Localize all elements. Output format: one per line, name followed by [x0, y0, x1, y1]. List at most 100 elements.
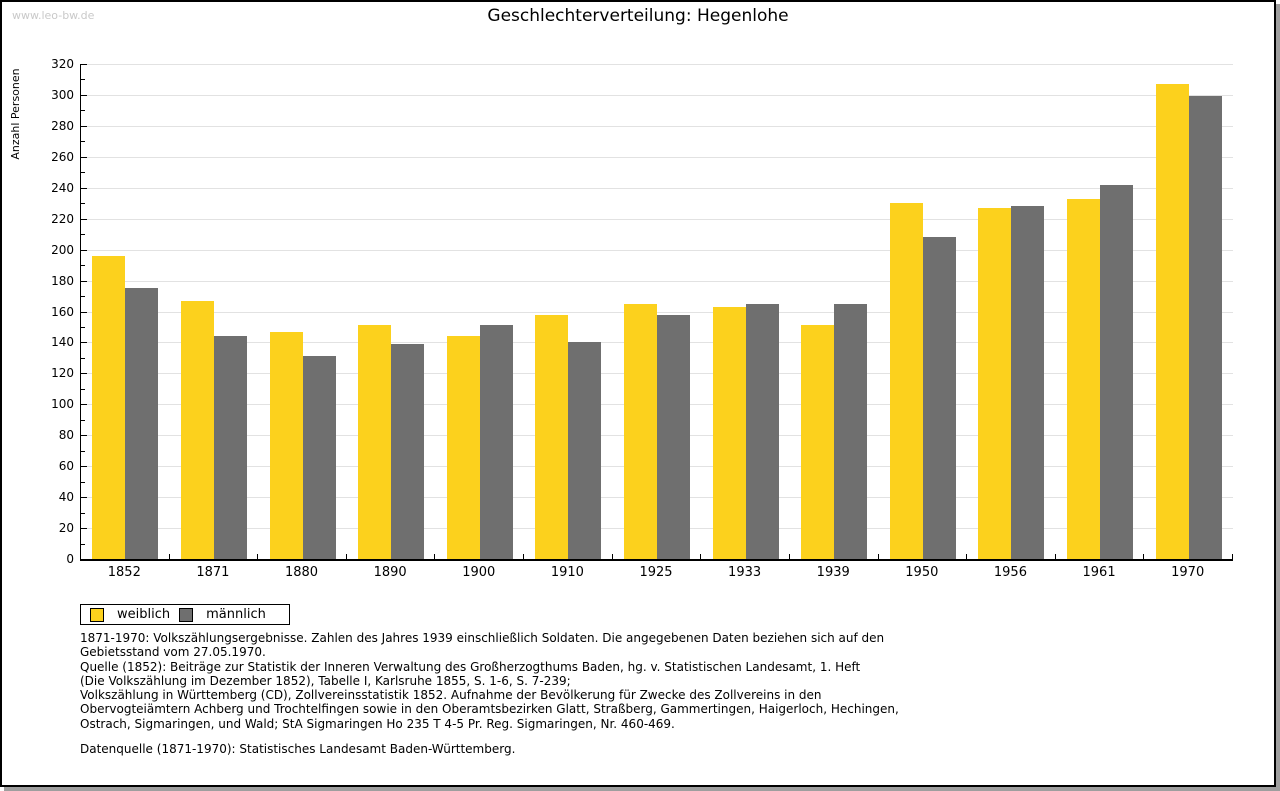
y-axis-label-320: 320 [51, 57, 74, 71]
bar-männlich-1933 [745, 303, 779, 559]
bar-weiblich-1970 [1155, 84, 1189, 559]
y-tick-100 [81, 404, 87, 406]
y-axis-label-0: 0 [66, 552, 74, 566]
y-tick-80 [81, 435, 87, 437]
y-tick-180 [81, 280, 87, 282]
bar-männlich-1910 [568, 342, 602, 559]
bar-männlich-1950 [922, 237, 956, 559]
y-axis-label-160: 160 [51, 304, 74, 319]
x-axis-label-1852: 1852 [107, 565, 141, 580]
y-axis-label-40: 40 [58, 490, 74, 505]
gridline-320 [81, 64, 1233, 65]
x-tick-8 [788, 554, 790, 559]
y-axis-label-200: 200 [51, 242, 74, 257]
bar-männlich-1956 [1011, 206, 1045, 559]
plot-area [80, 64, 1233, 561]
x-axis-label-1961: 1961 [1082, 565, 1116, 580]
y-axis-label-300: 300 [51, 87, 74, 102]
footnote-line-7: Ostrach, Sigmaringen, und Wald; StA Sigm… [80, 716, 675, 731]
footnote-line-3: Quelle (1852): Beiträge zur Statistik de… [80, 659, 861, 674]
bar-männlich-1871 [213, 336, 247, 559]
y-tick-140 [81, 342, 87, 344]
y-axis-label-140: 140 [51, 335, 74, 350]
x-axis-label-1890: 1890 [373, 565, 407, 580]
y-tick-70 [81, 450, 85, 452]
bar-weiblich-1925 [624, 303, 657, 559]
x-tick-5 [523, 554, 525, 559]
y-tick-40 [81, 497, 87, 499]
watermark: www.leo-bw.de [12, 9, 95, 22]
x-tick-9 [877, 554, 879, 559]
y-tick-190 [81, 265, 85, 267]
y-tick-270 [81, 141, 85, 143]
y-axis-label-220: 220 [51, 211, 74, 226]
y-tick-280 [81, 125, 87, 127]
x-axis-label-1970: 1970 [1171, 565, 1205, 580]
x-axis-label-1925: 1925 [639, 565, 673, 580]
data-source-line: Datenquelle (1871-1970): Statistisches L… [80, 742, 516, 756]
bar-männlich-1970 [1188, 96, 1222, 559]
bar-weiblich-1852 [92, 255, 126, 559]
x-axis-label-1956: 1956 [993, 565, 1027, 580]
y-axis-label-120: 120 [51, 366, 74, 381]
bar-weiblich-1961 [1067, 198, 1101, 559]
y-tick-200 [81, 249, 87, 251]
legend-swatch-männlich [179, 607, 194, 622]
chart-title: Geschlechterverteilung: Hegenlohe [487, 6, 789, 26]
bar-weiblich-1900 [446, 336, 480, 559]
bar-männlich-1961 [1100, 184, 1134, 559]
x-axis-label-1871: 1871 [196, 565, 230, 580]
x-axis-label-1900: 1900 [462, 565, 496, 580]
bar-weiblich-1933 [712, 306, 746, 559]
y-tick-50 [81, 481, 85, 483]
x-axis-label-1880: 1880 [284, 565, 319, 580]
gridline-280 [81, 125, 1233, 127]
bar-weiblich-1890 [358, 325, 392, 559]
legend-label-männlich: männlich [206, 607, 266, 622]
bar-männlich-1890 [391, 343, 425, 559]
legend: weiblich männlich [80, 604, 290, 625]
legend-swatch-weiblich [90, 607, 104, 622]
bar-männlich-1939 [834, 303, 868, 559]
y-tick-230 [81, 203, 85, 205]
bar-männlich-1900 [479, 325, 513, 559]
y-tick-150 [81, 326, 85, 328]
y-tick-20 [81, 528, 87, 530]
y-tick-300 [81, 94, 87, 96]
y-tick-220 [81, 218, 87, 220]
gridline-160 [81, 311, 1233, 313]
x-axis-label-1939: 1939 [816, 565, 850, 580]
footnote-line-2: Gebietsstand vom 27.05.1970. [80, 645, 266, 660]
x-tick-13 [1232, 554, 1233, 559]
y-tick-120 [81, 373, 87, 375]
y-axis-label-240: 240 [51, 180, 74, 195]
gridline-220 [81, 218, 1233, 220]
bar-männlich-1880 [302, 356, 336, 559]
y-tick-250 [81, 172, 85, 174]
bar-weiblich-1950 [889, 203, 923, 559]
y-axis-label-20: 20 [58, 521, 74, 536]
x-tick-10 [966, 554, 968, 559]
y-tick-210 [81, 234, 85, 236]
y-tick-110 [81, 388, 85, 390]
footnote-line-1: 1871-1970: Volkszählungsergebnisse. Zahl… [80, 631, 885, 645]
x-tick-7 [700, 554, 702, 559]
gridline-180 [81, 280, 1233, 282]
bar-weiblich-1910 [535, 314, 569, 559]
x-tick-3 [345, 554, 347, 559]
y-tick-170 [81, 296, 85, 298]
footnote-block: 1871-1970: Volkszählungsergebnisse. Zahl… [80, 631, 1230, 731]
y-tick-60 [81, 466, 87, 468]
bar-weiblich-1871 [180, 300, 214, 559]
x-tick-12 [1143, 554, 1145, 559]
bar-weiblich-1939 [801, 325, 835, 559]
y-axis-label-80: 80 [58, 428, 74, 443]
gridline-240 [81, 187, 1233, 189]
bar-weiblich-1880 [269, 331, 303, 559]
y-tick-240 [81, 187, 87, 189]
x-tick-4 [434, 554, 436, 559]
x-axis-label-1910: 1910 [550, 565, 584, 580]
legend-label-weiblich: weiblich [117, 607, 171, 622]
y-tick-90 [81, 419, 85, 421]
x-tick-2 [257, 554, 259, 559]
